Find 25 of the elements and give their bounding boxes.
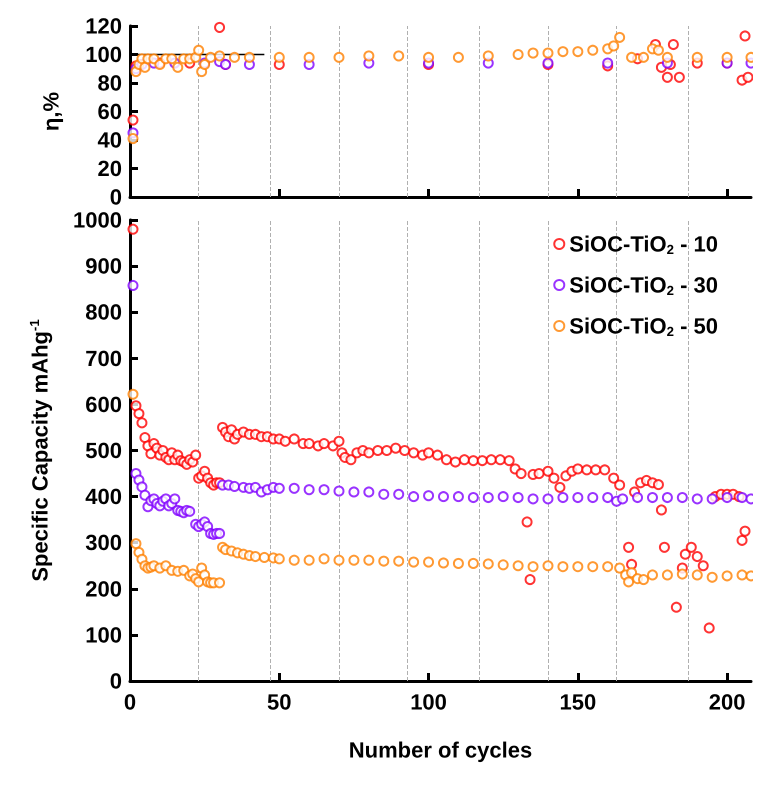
y-tick-label: 0 [110,668,122,694]
y-tick-label: 700 [85,346,122,371]
x-axis-title: Number of cycles [348,738,532,762]
x-tick-label: 150 [559,690,596,714]
x-tick-label: 100 [410,690,447,714]
y-axis-title: Specific Capacity mAhg-1 [27,319,52,582]
y-tick-label: 40 [98,128,122,152]
y-tick-label: 100 [85,622,122,648]
y-tick-label: 500 [85,438,122,463]
x-tick-label: 200 [708,690,746,714]
y-tick-label: 200 [85,576,122,602]
y-tick-label: 800 [85,300,122,325]
y-tick-label: 900 [85,254,122,279]
y-tick-label: 1000 [73,208,122,232]
y-tick-label: 100 [85,42,122,67]
y-tick-label: 60 [98,99,122,124]
y-tick-label: 300 [85,530,122,556]
y-tick-label: 600 [85,392,122,417]
y-tick-label: 400 [85,484,122,510]
y-axis-title: η,% [38,92,64,132]
x-tick-label: 50 [267,690,292,714]
y-tick-label: 20 [98,156,122,181]
y-tick-label: 80 [98,70,122,96]
y-tick-label: 0 [110,184,122,210]
y-tick-label: 120 [85,14,122,38]
